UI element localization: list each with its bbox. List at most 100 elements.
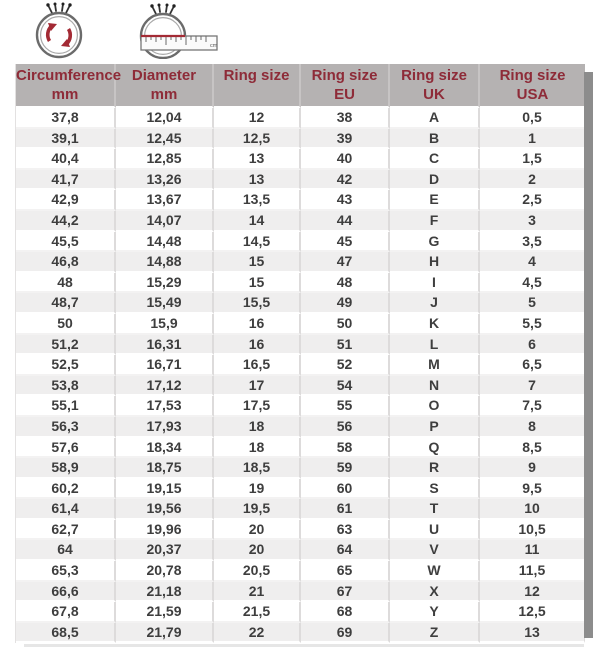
table-cell: 50 — [301, 313, 390, 335]
table-row: 65,3 20,78 20,5 65 W 11,5 — [16, 561, 585, 582]
table-cell: 18 — [214, 416, 301, 438]
table-cell: 60,2 — [16, 478, 116, 500]
table-cell: 13 — [214, 149, 301, 170]
table-row: 58,9 18,75 18,5 59 R 9 — [16, 458, 585, 479]
table-cell: 42,9 — [16, 190, 116, 211]
table-row: 50 15,9 16 50 K 5,5 — [16, 313, 585, 335]
table-row: 67,8 21,59 21,5 68 Y 12,5 — [16, 602, 585, 623]
table-row: 48 15,29 15 48 I 4,5 — [16, 272, 585, 294]
table-body: 37,8 12,04 12 38 A 0,5 39,1 12,45 12,5 39 B 1 40,4 12… — [16, 108, 585, 644]
table-cell: 16 — [214, 334, 301, 356]
table-cell: 68 — [301, 602, 390, 623]
table-cell: 45 — [301, 231, 390, 253]
table-cell: 64 — [301, 540, 390, 562]
table-row: 41,7 13,26 13 42 D 2 — [16, 169, 585, 191]
table-row: 61,4 19,56 19,5 61 T 10 — [16, 499, 585, 520]
table-cell: 40,4 — [16, 149, 116, 170]
table-cell: 65,3 — [16, 561, 116, 582]
table-cell: X — [390, 581, 480, 603]
table-cell: 56,3 — [16, 416, 116, 438]
table-row: 60,2 19,15 19 60 S 9,5 — [16, 478, 585, 500]
table-row: 56,3 17,93 18 56 P 8 — [16, 416, 585, 438]
table-cell: 57,6 — [16, 437, 116, 459]
table-cell: 18,75 — [116, 458, 214, 479]
table-cell: 16,5 — [214, 355, 301, 376]
table-cell: 58,9 — [16, 458, 116, 479]
table-cell: 52 — [301, 355, 390, 376]
table-cell: 48 — [16, 272, 116, 294]
table-cell: 13 — [480, 622, 585, 644]
col-header-ring-size-eu: Ring size EU — [301, 64, 390, 108]
table-cell: 44,2 — [16, 210, 116, 232]
table-cell: 64 — [16, 540, 116, 562]
col-header-line1: Circumference — [16, 67, 122, 84]
table-cell: 2 — [480, 169, 585, 191]
col-header-line1: Ring size — [401, 67, 467, 84]
table-cell: 2,5 — [480, 190, 585, 211]
table-cell: U — [390, 519, 480, 541]
table-cell: 19,5 — [214, 499, 301, 520]
table-cell: C — [390, 149, 480, 170]
table-cell: E — [390, 190, 480, 211]
table-cell: 43 — [301, 190, 390, 211]
table-cell: Q — [390, 437, 480, 459]
table-row: 45,5 14,48 14,5 45 G 3,5 — [16, 231, 585, 253]
table-cell: Z — [390, 622, 480, 644]
table-cell: 21,18 — [116, 581, 214, 603]
table-row: 46,8 14,88 15 47 H 4 — [16, 252, 585, 273]
table-cell: 6 — [480, 334, 585, 356]
table-cell: 16,31 — [116, 334, 214, 356]
table-cell: 15,49 — [116, 293, 214, 314]
table-cell: 0,5 — [480, 108, 585, 129]
table-cell: 21,59 — [116, 602, 214, 623]
table-cell: 65 — [301, 561, 390, 582]
col-header-line2: UK — [423, 86, 445, 103]
table-cell: 7 — [480, 375, 585, 397]
table-cell: 39 — [301, 128, 390, 150]
table-row: 53,8 17,12 17 54 N 7 — [16, 375, 585, 397]
table-cell: 21 — [214, 581, 301, 603]
table-cell: 46,8 — [16, 252, 116, 273]
table-cell: N — [390, 375, 480, 397]
table-cell: 20,78 — [116, 561, 214, 582]
table-cell: 14,07 — [116, 210, 214, 232]
table-cell: 12,45 — [116, 128, 214, 150]
table-cell: 12,85 — [116, 149, 214, 170]
table-cell: 8 — [480, 416, 585, 438]
table-row: 48,7 15,49 15,5 49 J 5 — [16, 293, 585, 314]
table-cell: 3,5 — [480, 231, 585, 253]
table-cell: J — [390, 293, 480, 314]
table-cell: 52,5 — [16, 355, 116, 376]
table-cell: 13 — [214, 169, 301, 191]
table-cell: 59 — [301, 458, 390, 479]
table-row: 62,7 19,96 20 63 U 10,5 — [16, 519, 585, 541]
table-cell: O — [390, 396, 480, 417]
table-cell: 19,15 — [116, 478, 214, 500]
table-cell: 17,53 — [116, 396, 214, 417]
table-cell: 69 — [301, 622, 390, 644]
table-cell: 12,04 — [116, 108, 214, 129]
table-cell: 42 — [301, 169, 390, 191]
table-cell: 14,5 — [214, 231, 301, 253]
table-cell: 1,5 — [480, 149, 585, 170]
table-cell: 55 — [301, 396, 390, 417]
table-cell: W — [390, 561, 480, 582]
ring-size-table: Circumference mm Diameter mm Ring size R… — [15, 64, 585, 644]
table-cell: 67 — [301, 581, 390, 603]
table-cell: 14 — [214, 210, 301, 232]
table-cell: 15 — [214, 272, 301, 294]
table-cell: L — [390, 334, 480, 356]
table-cell: P — [390, 416, 480, 438]
table-cell: 41,7 — [16, 169, 116, 191]
col-header-ring-size: Ring size — [214, 64, 301, 108]
table-cell: 12,5 — [480, 602, 585, 623]
table-cell: 17,5 — [214, 396, 301, 417]
table-row: 37,8 12,04 12 38 A 0,5 — [16, 108, 585, 129]
col-header-line1: Ring size — [223, 67, 290, 84]
circumference-ring-icon — [35, 2, 83, 59]
table-cell: 15 — [214, 252, 301, 273]
col-header-line2: EU — [334, 86, 355, 103]
table-cell: F — [390, 210, 480, 232]
col-header-line1: Ring size — [499, 67, 566, 84]
